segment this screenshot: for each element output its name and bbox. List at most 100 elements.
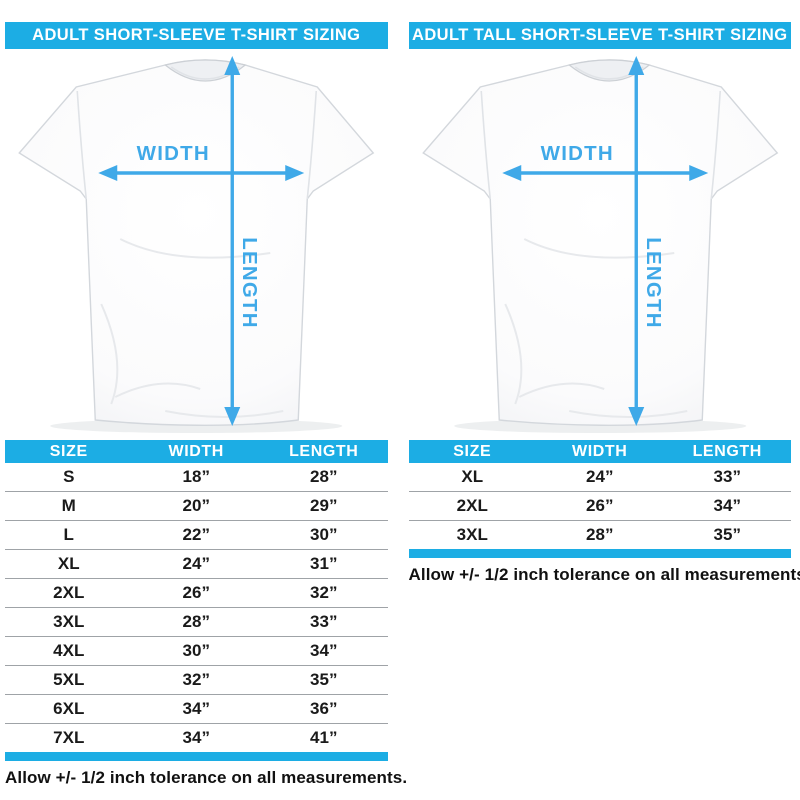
tolerance-note: Allow +/- 1/2 inch tolerance on all meas…	[5, 768, 408, 787]
left-sleeve-seam	[479, 90, 491, 200]
table-cell: L	[63, 525, 74, 544]
wrinkle	[165, 410, 284, 418]
table-cell: 24”	[586, 467, 614, 486]
table-row: 2XL 26” 32”	[5, 579, 388, 608]
table-cell: 30”	[310, 525, 338, 544]
table-cell: 34”	[713, 496, 741, 515]
table-cell: 29”	[310, 496, 338, 515]
table-cell: 28”	[182, 612, 210, 631]
right-sleeve-seam	[306, 90, 318, 200]
table-cell: M	[61, 496, 76, 515]
tshirt-shape	[421, 59, 778, 426]
table-row: 2XL 26” 34”	[408, 492, 791, 521]
length-label: LENGTH	[641, 237, 664, 328]
width-arrowhead-left	[501, 165, 521, 181]
column-header-length: LENGTH	[692, 442, 762, 460]
left-sleeve-seam	[76, 90, 88, 200]
table-cell: 30”	[182, 641, 210, 660]
table-cell: 22”	[182, 525, 210, 544]
table-row: M 20” 29”	[5, 492, 388, 521]
table-cell: XL	[57, 554, 80, 573]
table-cell: 34”	[182, 699, 210, 718]
table-row: 4XL 30” 34”	[5, 637, 388, 666]
tolerance-note: Allow +/- 1/2 inch tolerance on all meas…	[408, 565, 800, 584]
collar	[567, 59, 651, 82]
table-cell: 28”	[310, 467, 338, 486]
table-cell: XL	[461, 467, 484, 486]
right-sleeve-seam	[709, 90, 721, 200]
column-header-size: SIZE	[49, 442, 88, 460]
table-cell: 31”	[310, 554, 338, 573]
column-header-width: WIDTH	[168, 442, 224, 460]
table-cell: 5XL	[53, 670, 85, 689]
length-arrowhead-bottom	[224, 407, 241, 426]
table-cell: 33”	[713, 467, 741, 486]
table-cell: 34”	[182, 728, 210, 747]
table-footer-bar	[5, 752, 388, 761]
table-cell: 36”	[310, 699, 338, 718]
table-cell: 7XL	[53, 728, 85, 747]
table-cell: 24”	[182, 554, 210, 573]
table-cell: 2XL	[456, 496, 488, 515]
table-cell: 32”	[182, 670, 210, 689]
table-row: L 22” 30”	[5, 521, 388, 550]
size-table-header: SIZE WIDTH LENGTH	[5, 440, 388, 463]
wrinkle	[114, 382, 201, 398]
width-label: WIDTH	[540, 142, 613, 165]
size-table-adult-tall: SIZE WIDTH LENGTH XL 24” 33” 2XL 26” 34” 3XL 28…	[408, 440, 792, 558]
width-arrowhead-right	[688, 165, 708, 181]
column-header-width: WIDTH	[572, 442, 628, 460]
size-table-body: XL 24” 33” 2XL 26” 34” 3XL 28” 35”	[408, 463, 792, 549]
table-cell: 33”	[310, 612, 338, 631]
length-arrowhead-bottom	[627, 407, 644, 426]
length-label: LENGTH	[238, 237, 261, 328]
table-row: 5XL 32” 35”	[5, 666, 388, 695]
panel-title: ADULT TALL SHORT-SLEEVE T-SHIRT SIZING	[408, 22, 791, 49]
panel-adult-regular: ADULT SHORT-SLEEVE T-SHIRT SIZING	[5, 22, 408, 788]
tshirt-diagram-graphic: WIDTH LENGTH	[421, 56, 778, 433]
length-arrowhead-top	[627, 56, 644, 75]
table-cell: 2XL	[53, 583, 85, 602]
column-header-size: SIZE	[453, 442, 492, 460]
size-table-adult-regular: SIZE WIDTH LENGTH S 18” 28” M 20” 29” L 22” 30” X…	[5, 440, 388, 761]
table-cell: 4XL	[53, 641, 85, 660]
length-arrowhead-top	[224, 56, 241, 75]
table-row: S 18” 28”	[5, 463, 388, 492]
wrinkle	[100, 303, 119, 405]
table-cell: 28”	[586, 525, 614, 544]
panel-title: ADULT SHORT-SLEEVE T-SHIRT SIZING	[5, 22, 388, 49]
table-cell: 41”	[310, 728, 338, 747]
table-footer-bar	[408, 549, 791, 558]
table-cell: 6XL	[53, 699, 85, 718]
tshirt-diagram-graphic: WIDTH LENGTH	[18, 56, 375, 433]
tshirt-shape	[18, 59, 375, 426]
table-cell: 35”	[713, 525, 741, 544]
table-row: XL 24” 31”	[5, 550, 388, 579]
table-cell: 34”	[310, 641, 338, 660]
wrinkle	[503, 303, 522, 405]
shirt-measurement-diagram: WIDTH LENGTH	[409, 49, 792, 440]
table-row: XL 24” 33”	[408, 463, 791, 492]
shirt-measurement-diagram: WIDTH LENGTH	[5, 49, 388, 440]
table-cell: 18”	[182, 467, 210, 486]
table-cell: 35”	[310, 670, 338, 689]
table-cell: 3XL	[53, 612, 85, 631]
width-arrowhead-left	[98, 165, 118, 181]
wrinkle	[119, 238, 271, 259]
size-table-body: S 18” 28” M 20” 29” L 22” 30” XL 24” 31” 2XL 26” 32” 3X…	[5, 463, 388, 752]
size-table-header: SIZE WIDTH LENGTH	[408, 440, 791, 463]
wrinkle	[523, 238, 674, 259]
table-cell: 3XL	[456, 525, 488, 544]
table-row: 3XL 28” 35”	[409, 521, 792, 549]
wrinkle	[568, 410, 687, 418]
table-row: 6XL 34” 36”	[5, 695, 388, 724]
table-cell: 32”	[310, 583, 338, 602]
table-cell: 20”	[182, 496, 210, 515]
table-cell: S	[63, 467, 75, 486]
width-label: WIDTH	[137, 142, 210, 165]
collar	[163, 59, 247, 82]
table-row: 3XL 28” 33”	[5, 608, 388, 637]
table-cell: 26”	[586, 496, 614, 515]
width-arrowhead-right	[285, 165, 305, 181]
